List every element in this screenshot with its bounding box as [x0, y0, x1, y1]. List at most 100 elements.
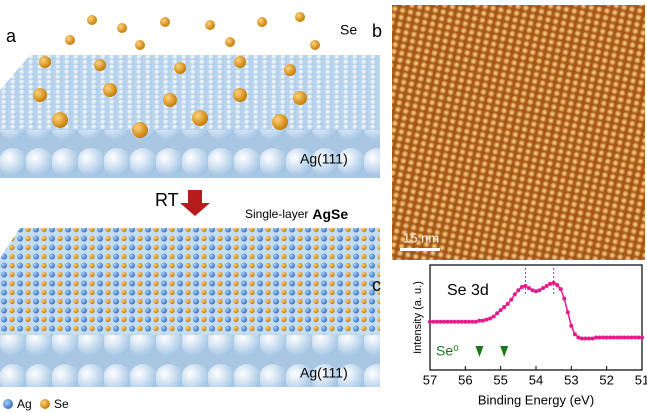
- stm-image: [392, 5, 645, 260]
- data-point: [640, 335, 644, 339]
- data-point: [467, 320, 471, 324]
- data-point: [495, 311, 499, 315]
- legend-marker: [3, 399, 13, 409]
- scale-bar: [400, 248, 440, 251]
- se-atom: [234, 56, 246, 68]
- data-point: [485, 318, 489, 322]
- data-point: [622, 335, 626, 339]
- data-point: [499, 308, 503, 312]
- figure: a Se Ag(111) RT Single-layerAgSe Ag(111)…: [0, 0, 647, 413]
- data-point: [552, 281, 556, 285]
- scale-label: 15 nm: [403, 230, 439, 245]
- data-point: [555, 283, 559, 287]
- se-atom: [174, 62, 186, 74]
- se-atom: [94, 59, 106, 71]
- se-atom: [272, 114, 288, 130]
- data-point: [548, 282, 552, 286]
- data-point: [612, 335, 616, 339]
- se-atom: [33, 88, 47, 102]
- se-atom: [163, 93, 177, 107]
- annotation: Se⁰: [436, 343, 459, 359]
- se-atom: [103, 83, 117, 97]
- se-atom: [87, 15, 97, 25]
- data-point: [619, 335, 623, 339]
- data-point: [506, 302, 510, 306]
- label: Single-layer: [245, 207, 308, 221]
- data-point: [573, 332, 577, 336]
- data-point: [523, 284, 527, 288]
- legend-label: Ag: [17, 397, 32, 411]
- legend-marker: [40, 399, 50, 409]
- data-point: [456, 320, 460, 324]
- se-atom: [135, 40, 145, 50]
- se-atom: [295, 12, 305, 22]
- panel-label: a: [6, 26, 17, 46]
- data-point: [633, 335, 637, 339]
- data-point: [474, 320, 478, 324]
- data-point: [509, 298, 513, 302]
- data-point: [481, 319, 485, 323]
- data-point: [545, 284, 549, 288]
- x-tick-label: 53: [564, 372, 578, 387]
- data-point: [636, 335, 640, 339]
- data-point: [453, 320, 457, 324]
- data-point: [488, 317, 492, 321]
- data-point: [439, 320, 443, 324]
- se-atom: [160, 17, 170, 27]
- marker-triangle: [475, 346, 483, 357]
- data-point: [432, 320, 436, 324]
- data-point: [615, 335, 619, 339]
- x-tick-label: 52: [599, 372, 613, 387]
- data-point: [428, 320, 432, 324]
- x-tick-label: 54: [529, 372, 543, 387]
- arrow-label: RT: [155, 190, 179, 210]
- se-atom: [205, 20, 215, 30]
- se-atom: [225, 37, 235, 47]
- data-point: [470, 320, 474, 324]
- data-point: [530, 288, 534, 292]
- data-point: [538, 288, 542, 292]
- data-point: [587, 337, 591, 341]
- data-point: [463, 320, 467, 324]
- se-atom: [192, 110, 208, 126]
- arrow: [180, 190, 210, 216]
- agse-layer: [0, 228, 380, 340]
- data-point: [435, 320, 439, 324]
- se-atom: [39, 56, 51, 68]
- data-point: [449, 320, 453, 324]
- se-atom: [293, 91, 307, 105]
- data-point: [513, 292, 517, 296]
- se-atom: [65, 35, 75, 45]
- chart-title: Se 3d: [447, 282, 489, 299]
- data-point: [527, 286, 531, 290]
- x-tick-label: 56: [458, 372, 472, 387]
- y-axis-label: Intensity (a. u.): [412, 281, 424, 354]
- data-point: [576, 335, 580, 339]
- marker-triangle: [500, 346, 508, 357]
- data-point: [541, 286, 545, 290]
- data-point: [598, 335, 602, 339]
- data-point: [594, 335, 598, 339]
- label: Ag(111): [300, 365, 348, 381]
- data-point: [629, 335, 633, 339]
- label: Ag(111): [300, 151, 348, 167]
- data-point: [601, 335, 605, 339]
- se-atom: [233, 88, 247, 102]
- data-point: [516, 288, 520, 292]
- se-atom: [257, 17, 267, 27]
- label: Single-layer AgSe: [245, 206, 348, 222]
- data-point: [460, 320, 464, 324]
- data-point: [605, 335, 609, 339]
- plot-frame: [430, 265, 642, 370]
- label: AgSe: [312, 206, 348, 222]
- panel-label: c: [372, 275, 381, 295]
- x-tick-label: 55: [493, 372, 507, 387]
- data-point: [559, 287, 563, 291]
- se-atom: [52, 112, 68, 128]
- x-tick-label: 57: [423, 372, 437, 387]
- data-point: [562, 297, 566, 301]
- data-point: [446, 320, 450, 324]
- data-point: [569, 324, 573, 328]
- data-point: [580, 337, 584, 341]
